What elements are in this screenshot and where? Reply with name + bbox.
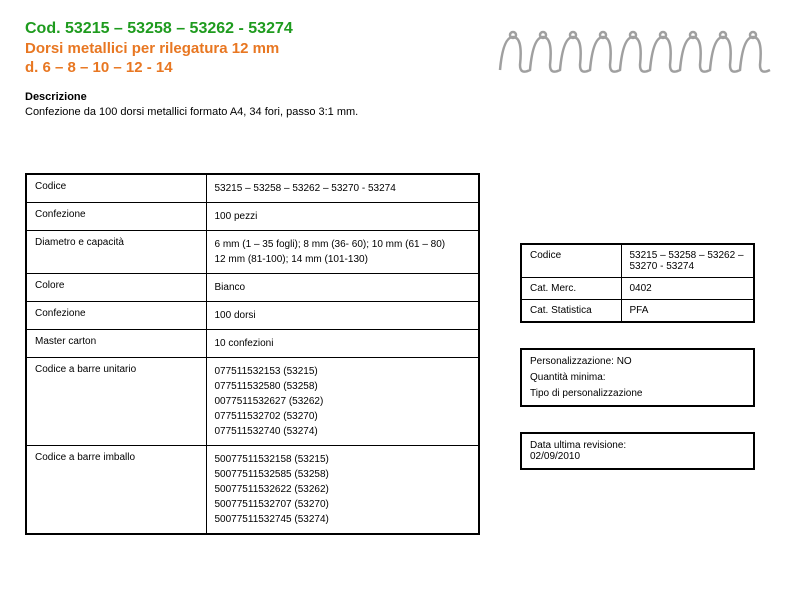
header-code: Cod. 53215 – 53258 – 53262 - 53274 xyxy=(25,20,495,38)
revision-label: Data ultima revisione: xyxy=(530,440,745,451)
spec-key: Confezione xyxy=(26,302,206,330)
cat-key: Cat. Statistica xyxy=(521,300,621,323)
personalization-line: Personalizzazione: NO xyxy=(530,356,745,367)
spec-key: Master carton xyxy=(26,330,206,358)
spec-key: Diametro e capacità xyxy=(26,231,206,274)
revision-box: Data ultima revisione: 02/09/2010 xyxy=(520,432,755,470)
spec-value: 6 mm (1 – 35 fogli); 8 mm (36- 60); 10 m… xyxy=(206,231,479,274)
cat-value: 0402 xyxy=(621,278,754,300)
header-line2: d. 6 – 8 – 10 – 12 - 14 xyxy=(25,59,495,76)
table-row: ColoreBianco xyxy=(26,274,479,302)
personalization-box: Personalizzazione: NO Quantità minima: T… xyxy=(520,348,755,407)
spec-key: Codice xyxy=(26,174,206,203)
table-row: Cat. Merc.0402 xyxy=(521,278,754,300)
table-row: Confezione100 dorsi xyxy=(26,302,479,330)
cat-key: Cat. Merc. xyxy=(521,278,621,300)
table-row: Codice53215 – 53258 – 53262 – 53270 - 53… xyxy=(26,174,479,203)
product-image xyxy=(495,20,775,88)
table-row: Codice a barre imballo50077511532158 (53… xyxy=(26,446,479,535)
category-table: Codice53215 – 53258 – 53262 – 53270 - 53… xyxy=(520,243,755,323)
table-row: Master carton10 confezioni xyxy=(26,330,479,358)
spec-value: Bianco xyxy=(206,274,479,302)
revision-date: 02/09/2010 xyxy=(530,451,745,462)
cat-value: 53215 – 53258 – 53262 – 53270 - 53274 xyxy=(621,244,754,278)
table-row: Codice53215 – 53258 – 53262 – 53270 - 53… xyxy=(521,244,754,278)
cat-key: Codice xyxy=(521,244,621,278)
description-text: Confezione da 100 dorsi metallici format… xyxy=(25,106,495,118)
spec-key: Codice a barre unitario xyxy=(26,358,206,446)
spec-value: 077511532153 (53215) 077511532580 (53258… xyxy=(206,358,479,446)
spec-value: 100 pezzi xyxy=(206,203,479,231)
min-quantity-line: Quantità minima: xyxy=(530,372,745,383)
spec-key: Colore xyxy=(26,274,206,302)
spec-value: 100 dorsi xyxy=(206,302,479,330)
spec-key: Confezione xyxy=(26,203,206,231)
description-label: Descrizione xyxy=(25,91,495,103)
table-row: Diametro e capacità6 mm (1 – 35 fogli); … xyxy=(26,231,479,274)
spec-value: 53215 – 53258 – 53262 – 53270 - 53274 xyxy=(206,174,479,203)
spec-key: Codice a barre imballo xyxy=(26,446,206,535)
specifications-table: Codice53215 – 53258 – 53262 – 53270 - 53… xyxy=(25,173,480,535)
table-row: Confezione100 pezzi xyxy=(26,203,479,231)
spec-value: 10 confezioni xyxy=(206,330,479,358)
spec-value: 50077511532158 (53215) 50077511532585 (5… xyxy=(206,446,479,535)
table-row: Cat. StatisticaPFA xyxy=(521,300,754,323)
header-line1: Dorsi metallici per rilegatura 12 mm xyxy=(25,40,495,57)
cat-value: PFA xyxy=(621,300,754,323)
table-row: Codice a barre unitario077511532153 (532… xyxy=(26,358,479,446)
personalization-type-line: Tipo di personalizzazione xyxy=(530,388,745,399)
